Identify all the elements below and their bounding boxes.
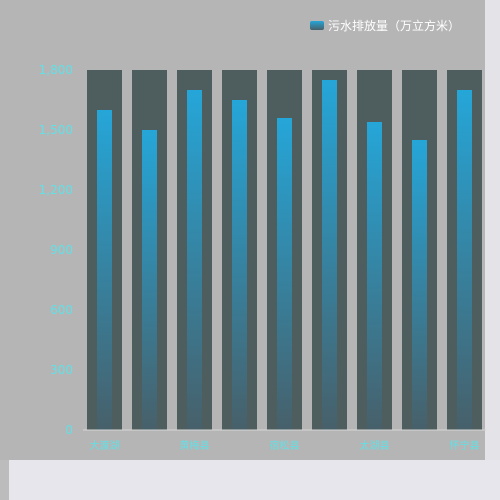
x-tick-label: 大渡湖	[90, 439, 120, 452]
x-tick-label: 怀宁县	[450, 439, 480, 452]
y-axis-ticks: 0 300 600 900 1,200 1,500 1,800	[39, 63, 73, 437]
x-tick-label: 黄梅县	[180, 439, 210, 452]
data-bars	[97, 80, 472, 430]
bar[interactable]	[412, 140, 427, 430]
x-tick-label: 宿松县	[270, 439, 300, 452]
y-tick-label: 900	[50, 243, 73, 257]
y-tick-label: 1,200	[39, 183, 73, 197]
legend[interactable]: 污水排放量（万立方米）	[310, 18, 460, 33]
y-tick-label: 1,800	[39, 63, 73, 77]
x-axis-ticks: 大渡湖 黄梅县 宿松县 太湖县 怀宁县	[90, 439, 480, 452]
bar[interactable]	[97, 110, 112, 430]
y-tick-label: 1,500	[39, 123, 73, 137]
bar[interactable]	[277, 118, 292, 430]
y-tick-label: 600	[50, 303, 73, 317]
bar[interactable]	[322, 80, 337, 430]
y-tick-label: 0	[65, 423, 73, 437]
bar[interactable]	[367, 122, 382, 430]
x-tick-label: 太湖县	[360, 439, 390, 452]
right-margin	[485, 0, 500, 460]
bottom-gutter	[0, 460, 9, 500]
bottom-margin	[0, 460, 500, 500]
y-tick-label: 300	[50, 363, 73, 377]
bar[interactable]	[232, 100, 247, 430]
legend-label: 污水排放量（万立方米）	[328, 18, 460, 33]
bar[interactable]	[187, 90, 202, 430]
legend-swatch	[310, 21, 324, 30]
bar[interactable]	[457, 90, 472, 430]
bar[interactable]	[142, 130, 157, 430]
